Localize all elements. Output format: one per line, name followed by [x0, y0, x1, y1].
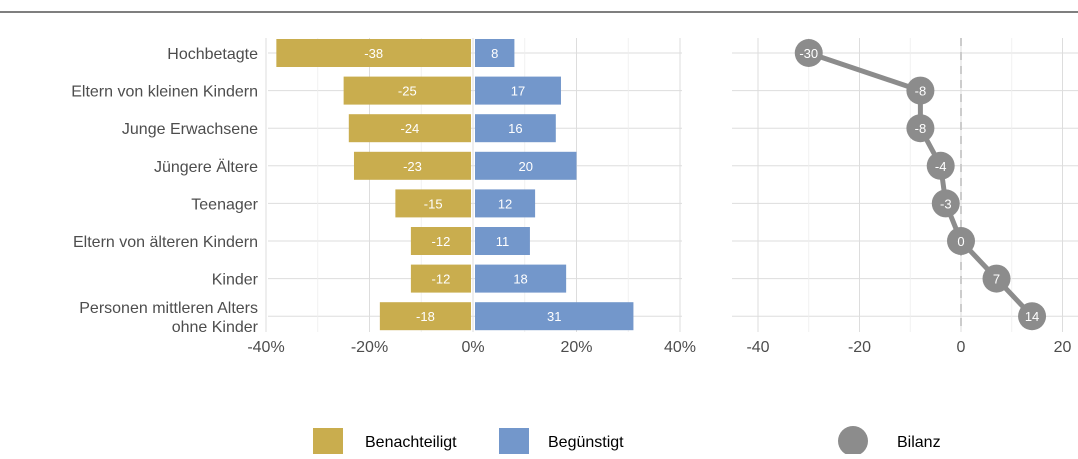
category-label-line: ohne Kinder — [172, 319, 259, 336]
legend-swatch-begünstigt — [499, 428, 529, 454]
bar-beguenstigt — [475, 114, 556, 143]
category-label: Teenager — [191, 196, 258, 213]
bilanz-panel-grid — [732, 38, 1078, 332]
bilanz-value-label: -30 — [799, 46, 818, 61]
bar-value-label: -23 — [403, 159, 422, 174]
bar-value-label: -38 — [364, 46, 383, 61]
bar-beguenstigt — [475, 151, 577, 180]
bar-value-label: 8 — [491, 46, 498, 61]
bilanz-value-label: 0 — [957, 234, 964, 249]
bar-beguenstigt — [475, 302, 634, 331]
bilanz-point — [947, 227, 975, 255]
legend-label: Bilanz — [897, 434, 941, 451]
legend-swatch-benachteiligt — [313, 428, 343, 454]
bar-value-label: 18 — [513, 272, 527, 287]
bar-benachteiligt — [343, 76, 471, 105]
category-label: Kinder — [212, 272, 259, 289]
bar-value-label: 11 — [496, 234, 510, 249]
category-label: Eltern von kleinen Kindern — [71, 84, 258, 101]
bar-benachteiligt — [410, 227, 471, 255]
bar-x-tick-label: -20% — [351, 339, 388, 356]
bar-benachteiligt — [353, 151, 471, 180]
bar-beguenstigt — [475, 189, 536, 218]
bar-x-tick-label: 0% — [461, 339, 484, 356]
bilanz-value-label: 14 — [1025, 309, 1039, 324]
bar-benachteiligt — [379, 302, 471, 331]
bar-benachteiligt — [395, 189, 471, 218]
bar-beguenstigt — [475, 39, 515, 67]
category-label: Eltern von älteren Kindern — [73, 234, 258, 251]
bar-value-label: 12 — [498, 196, 512, 211]
bar-x-tick-label: -40% — [247, 339, 284, 356]
bar-benachteiligt — [410, 264, 471, 293]
bar-value-label: -24 — [401, 121, 420, 136]
legend: Benachteiligt Begünstigt Bilanz — [313, 426, 941, 456]
bar-beguenstigt — [475, 76, 561, 105]
category-labels: Hochbetagte Eltern von kleinen Kindern Jun… — [71, 46, 258, 336]
category-label: Hochbetagte — [167, 46, 258, 63]
bar-value-label: -18 — [416, 309, 435, 324]
bilanz-point — [906, 114, 935, 143]
bilanz-value-label: -8 — [915, 84, 927, 99]
bilanz-point — [982, 264, 1011, 293]
bilanz-point — [926, 151, 955, 180]
bilanz-point — [1018, 302, 1047, 331]
bar-value-label: -12 — [432, 272, 451, 287]
bar-x-tick-label: 20% — [560, 339, 592, 356]
bar-value-label: 16 — [508, 121, 522, 136]
bar-x-axis: -40% -20% 0% 20% 40% — [247, 339, 696, 356]
bar-value-label: 17 — [511, 84, 525, 99]
bilanz-point — [906, 76, 935, 105]
legend-label: Benachteiligt — [365, 434, 457, 451]
bar-value-label: 20 — [519, 159, 533, 174]
bar-panel-grid — [265, 38, 682, 332]
bar-benachteiligt — [348, 114, 471, 143]
bar-x-tick-label: 40% — [664, 339, 696, 356]
bilanz-x-tick-label: 20 — [1054, 339, 1072, 356]
bilanz-x-tick-label: -20 — [848, 339, 871, 356]
bar-value-label: 31 — [547, 309, 561, 324]
category-label: Personen mittleren Alters ohne Kinder — [79, 300, 258, 336]
bar-value-label: -12 — [432, 234, 451, 249]
bar-series: -38 -25 -24 -23 -15 -12 -12 -18 8 17 16 20 12 11 18 31 — [276, 39, 634, 331]
category-label-line: Personen mittleren Alters — [79, 300, 258, 317]
bilanz-x-tick-label: -40 — [746, 339, 769, 356]
category-label: Junge Erwachsene — [122, 121, 258, 138]
legend-label: Begünstigt — [548, 434, 624, 451]
bilanz-x-axis: -40 -20 0 20 — [746, 339, 1071, 356]
bilanz-value-label: -8 — [915, 121, 927, 136]
bilanz-point — [931, 189, 960, 218]
bar-value-label: -25 — [398, 84, 417, 99]
bar-benachteiligt — [276, 39, 471, 67]
bilanz-value-label: 7 — [993, 272, 1000, 287]
bar-value-label: -15 — [424, 196, 443, 211]
bilanz-value-label: -4 — [935, 159, 947, 174]
bar-beguenstigt — [475, 264, 567, 293]
bilanz-point — [794, 39, 823, 67]
bilanz-value-label: -3 — [940, 196, 952, 211]
bar-beguenstigt — [475, 227, 530, 255]
category-label: Jüngere Ältere — [154, 158, 258, 176]
legend-swatch-bilanz — [838, 426, 868, 456]
bilanz-x-tick-label: 0 — [957, 339, 966, 356]
